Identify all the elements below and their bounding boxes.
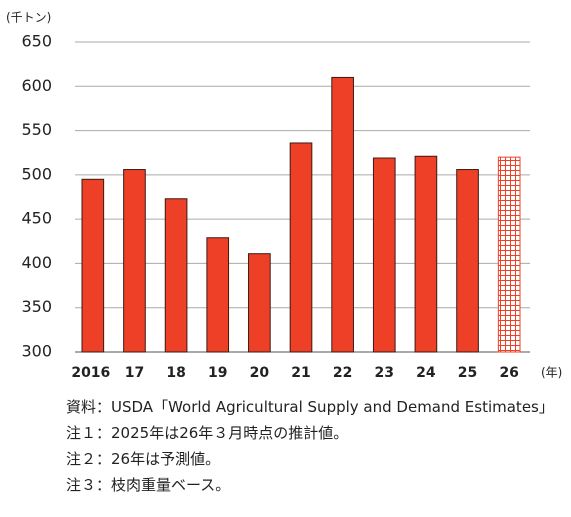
x-tick-label: 20	[250, 365, 270, 381]
chart: (千トン) (年) 300 350 400 450 500 550 600 650 2016 17…	[6, 11, 562, 382]
note-text: 2025年は26年３月時点の推計値。	[111, 424, 349, 442]
note-text: 26年は予測値。	[111, 450, 221, 468]
note: 注１： 2025年は26年３月時点の推計値。	[66, 420, 561, 446]
bar	[456, 169, 479, 353]
y-tick-label: 500	[21, 164, 52, 183]
bar	[81, 178, 105, 353]
x-tick-label: 21	[291, 365, 310, 381]
y-tick-label: 400	[21, 253, 52, 272]
x-tick-label: 18	[166, 365, 185, 381]
notes: 資料： USDA「World Agricultural Supply and De…	[66, 394, 561, 498]
y-unit: (千トン)	[6, 11, 51, 25]
bar	[248, 253, 271, 353]
x-tick-label: 22	[333, 365, 352, 381]
x-tick-label: 19	[208, 365, 227, 381]
y-tick-label: 350	[21, 297, 52, 316]
bar	[289, 142, 313, 353]
y-tick-label: 550	[21, 120, 52, 139]
bar	[497, 156, 521, 353]
bar	[331, 76, 354, 353]
note-text: USDA「World Agricultural Supply and Deman…	[111, 398, 554, 416]
bar	[164, 198, 188, 353]
note-label: 注３：	[66, 476, 112, 494]
y-tick-label: 650	[21, 32, 52, 51]
x-tick-label: 23	[375, 365, 394, 381]
y-tick-label: 300	[21, 342, 52, 361]
x-tick-label: 24	[416, 365, 436, 381]
bar	[414, 155, 438, 353]
note-label: 注２：	[66, 450, 112, 468]
y-tick-label: 450	[21, 209, 52, 228]
note-text: 枝肉重量ベース。	[111, 476, 231, 494]
y-tick-label: 600	[21, 76, 52, 95]
bar	[206, 237, 230, 353]
bar	[123, 169, 146, 353]
x-unit: (年)	[541, 366, 562, 380]
x-tick-label: 2016	[71, 365, 110, 381]
x-tick-label: 25	[458, 365, 477, 381]
x-tick-label: 17	[125, 365, 144, 381]
note: 注２： 26年は予測値。	[66, 446, 561, 472]
x-tick-label: 26	[499, 365, 518, 381]
note: 注３： 枝肉重量ベース。	[66, 472, 561, 498]
bar	[372, 157, 396, 353]
note-label: 注１：	[66, 424, 112, 442]
note: 資料： USDA「World Agricultural Supply and De…	[66, 394, 561, 420]
note-label: 資料：	[66, 398, 112, 416]
